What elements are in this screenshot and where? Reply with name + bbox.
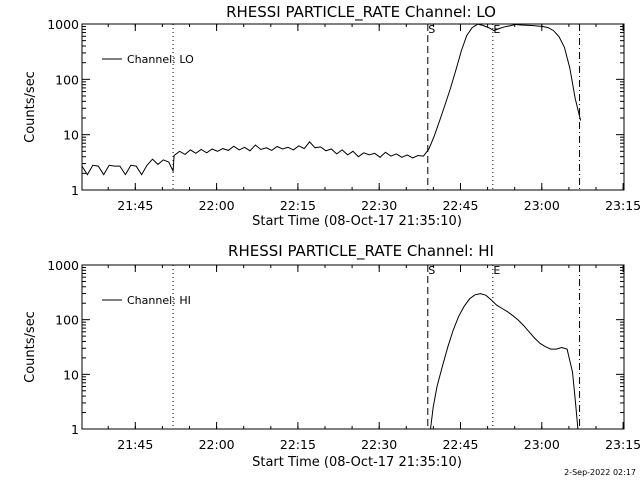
- panel1-x-tick-label: 23:00: [524, 198, 560, 213]
- panel1-x-tick-label: 23:15: [605, 198, 640, 213]
- panel1-y-tick-label: 1: [71, 183, 79, 198]
- panel2-marker-label: S: [428, 264, 435, 277]
- panel1-y-axis-label: Counts/sec: [23, 71, 38, 143]
- panel2-x-tick-label: 23:00: [524, 437, 560, 452]
- panel2-x-tick-label: 22:00: [199, 437, 235, 452]
- footer-timestamp: 2-Sep-2022 02:17: [564, 468, 636, 477]
- panel2-x-tick-label: 22:45: [442, 437, 478, 452]
- panel2-plot-frame: [81, 264, 625, 430]
- panel2-x-tick-label: 22:30: [361, 437, 397, 452]
- panel2-series-line: [430, 293, 579, 429]
- panel1-y-tick-label: 100: [55, 72, 79, 87]
- panel1-title: RHESSI PARTICLE_RATE Channel: LO: [226, 3, 496, 22]
- panel1-x-tick-label: 22:45: [442, 198, 478, 213]
- panel2-x-axis-label: Start Time (08-Oct-17 21:35:10): [252, 455, 462, 470]
- panel2-y-tick-label: 1000: [47, 258, 79, 273]
- panel1-series-line: [82, 24, 582, 176]
- panel2-x-tick-label: 21:45: [117, 437, 153, 452]
- panel1-x-tick-label: 22:00: [199, 198, 235, 213]
- panel1-x-axis-label: Start Time (08-Oct-17 21:35:10): [252, 214, 462, 229]
- panel1-legend-label: Channel: LO: [127, 53, 194, 66]
- panel2-x-tick-label: 23:15: [605, 437, 640, 452]
- panel2-y-tick-label: 100: [55, 313, 79, 328]
- panel2-y-tick-label: 1: [71, 422, 79, 437]
- panel1-x-tick-label: 22:15: [280, 198, 316, 213]
- panel1-y-tick-label: 10: [63, 128, 79, 143]
- panel1-plot-frame: [81, 23, 625, 191]
- panel1-y-tick-label: 1000: [47, 17, 79, 32]
- panel2-x-tick-label: 22:15: [280, 437, 316, 452]
- panel1-x-tick-label: 21:45: [117, 198, 153, 213]
- panel1-marker-label: S: [428, 23, 435, 36]
- panel1-x-tick-label: 22:30: [361, 198, 397, 213]
- panel2-title: RHESSI PARTICLE_RATE Channel: HI: [228, 242, 494, 261]
- panel2-marker-label: E: [493, 264, 500, 277]
- panel2-y-tick-label: 10: [63, 367, 79, 382]
- panel2-y-axis-label: Counts/sec: [23, 311, 38, 383]
- panel2-legend-label: Channel: HI: [127, 294, 191, 307]
